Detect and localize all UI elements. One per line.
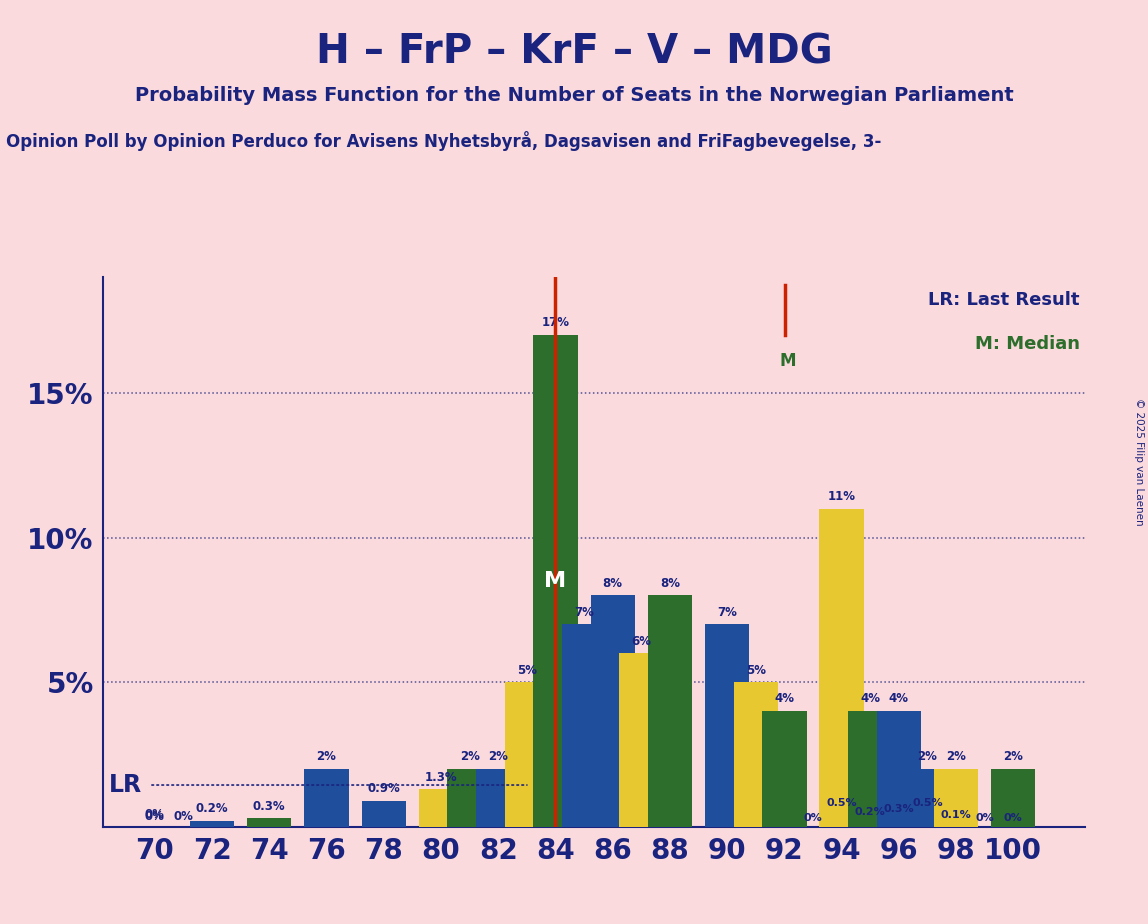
Text: M: M bbox=[544, 571, 566, 591]
Text: 0.3%: 0.3% bbox=[253, 799, 286, 812]
Bar bbox=[991, 769, 1035, 827]
Bar bbox=[647, 595, 692, 827]
Text: Probability Mass Function for the Number of Seats in the Norwegian Parliament: Probability Mass Function for the Number… bbox=[134, 86, 1014, 105]
Bar bbox=[762, 711, 807, 827]
Text: 2%: 2% bbox=[946, 750, 965, 763]
Text: 0%: 0% bbox=[1004, 812, 1023, 822]
Bar bbox=[705, 625, 750, 827]
Bar bbox=[934, 769, 978, 827]
Text: 2%: 2% bbox=[917, 750, 938, 763]
Text: 17%: 17% bbox=[542, 316, 569, 329]
Text: 2%: 2% bbox=[317, 750, 336, 763]
Text: LR: Last Result: LR: Last Result bbox=[929, 291, 1080, 309]
Bar bbox=[247, 819, 292, 827]
Text: 0.9%: 0.9% bbox=[367, 782, 401, 796]
Bar bbox=[906, 769, 949, 827]
Bar bbox=[848, 711, 892, 827]
Text: 2%: 2% bbox=[488, 750, 509, 763]
Text: 0%: 0% bbox=[173, 809, 193, 822]
Bar bbox=[189, 821, 234, 827]
Text: 4%: 4% bbox=[860, 692, 881, 705]
Bar bbox=[505, 682, 549, 827]
Bar bbox=[476, 769, 520, 827]
Text: 0.2%: 0.2% bbox=[855, 807, 885, 817]
Bar bbox=[820, 509, 863, 827]
Text: 11%: 11% bbox=[828, 490, 855, 503]
Text: LR: LR bbox=[109, 773, 142, 797]
Bar bbox=[561, 625, 606, 827]
Text: © 2025 Filip van Laenen: © 2025 Filip van Laenen bbox=[1134, 398, 1143, 526]
Bar bbox=[877, 711, 921, 827]
Text: 1.3%: 1.3% bbox=[425, 771, 457, 784]
Text: 7%: 7% bbox=[574, 605, 594, 619]
Text: M: M bbox=[779, 352, 796, 371]
Text: Opinion Poll by Opinion Perduco for Avisens Nyhetsbyrå, Dagsavisen and FriFagbev: Opinion Poll by Opinion Perduco for Avis… bbox=[6, 131, 882, 152]
Text: 0%: 0% bbox=[804, 812, 822, 822]
Text: 7%: 7% bbox=[718, 605, 737, 619]
Text: H – FrP – KrF – V – MDG: H – FrP – KrF – V – MDG bbox=[316, 32, 832, 72]
Text: 8%: 8% bbox=[603, 577, 622, 590]
Bar bbox=[534, 335, 577, 827]
Text: 8%: 8% bbox=[660, 577, 680, 590]
Text: 5%: 5% bbox=[746, 663, 766, 676]
Text: 0%: 0% bbox=[145, 809, 165, 822]
Bar bbox=[419, 789, 463, 827]
Text: 0%: 0% bbox=[145, 808, 165, 821]
Bar bbox=[448, 769, 491, 827]
Text: 0.5%: 0.5% bbox=[827, 798, 856, 808]
Text: 0.2%: 0.2% bbox=[196, 802, 228, 815]
Text: 0%: 0% bbox=[976, 812, 994, 822]
Bar bbox=[362, 801, 406, 827]
Text: 0.3%: 0.3% bbox=[884, 804, 914, 814]
Text: 6%: 6% bbox=[631, 635, 651, 648]
Text: 5%: 5% bbox=[517, 663, 537, 676]
Text: M: Median: M: Median bbox=[975, 334, 1080, 353]
Bar bbox=[619, 653, 664, 827]
Text: 2%: 2% bbox=[1003, 750, 1023, 763]
Bar bbox=[590, 595, 635, 827]
Text: 0.1%: 0.1% bbox=[940, 809, 971, 820]
Text: 2%: 2% bbox=[459, 750, 480, 763]
Text: 0.5%: 0.5% bbox=[913, 798, 943, 808]
Bar bbox=[304, 769, 349, 827]
Text: 4%: 4% bbox=[775, 692, 794, 705]
Bar bbox=[734, 682, 778, 827]
Text: 4%: 4% bbox=[889, 692, 909, 705]
